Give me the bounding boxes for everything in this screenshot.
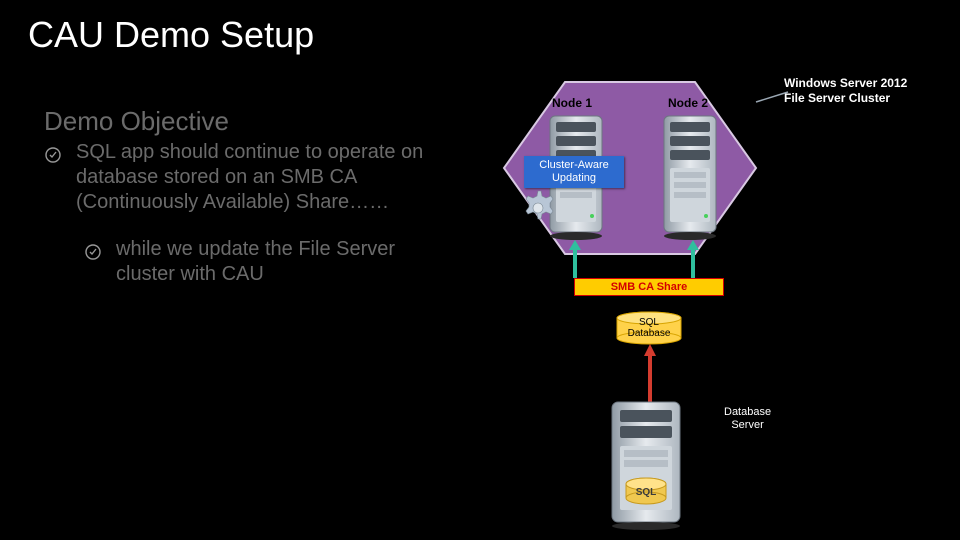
server-node-2 [660, 112, 720, 245]
sql-db-line1: SQL [639, 317, 659, 328]
db-server-line1: Database [724, 406, 771, 418]
node-1-label: Node 1 [552, 96, 592, 110]
database-server: SQL [606, 398, 686, 535]
cau-line1: Cluster-Aware [539, 159, 609, 171]
sql-db-line2: Database [628, 328, 671, 339]
db-server-line2: Server [731, 419, 763, 431]
gear-icon [518, 188, 558, 233]
bullet-item: while we update the File Server cluster … [84, 237, 424, 287]
demo-objective-heading: Demo Objective [44, 106, 229, 137]
node-2-label: Node 2 [668, 96, 708, 110]
cluster-annotation: Windows Server 2012 File Server Cluster [784, 76, 914, 106]
bullet-icon [84, 243, 106, 261]
annotation-line [754, 88, 790, 111]
bullet-text: SQL app should continue to operate on da… [66, 140, 424, 215]
sql-db-label: SQL Database [614, 317, 684, 339]
page-title: CAU Demo Setup [28, 14, 314, 56]
cau-line2: Updating [552, 172, 596, 184]
svg-text:SQL: SQL [636, 487, 657, 498]
bullet-list: SQL app should continue to operate on da… [44, 140, 424, 309]
cau-updating-box: Cluster-Aware Updating [524, 156, 624, 188]
bullet-text: while we update the File Server cluster … [106, 237, 424, 287]
database-server-label: Database Server [724, 406, 771, 432]
smb-ca-share: SMB CA Share [574, 278, 724, 296]
bullet-icon [44, 146, 66, 164]
bullet-item: SQL app should continue to operate on da… [44, 140, 424, 215]
